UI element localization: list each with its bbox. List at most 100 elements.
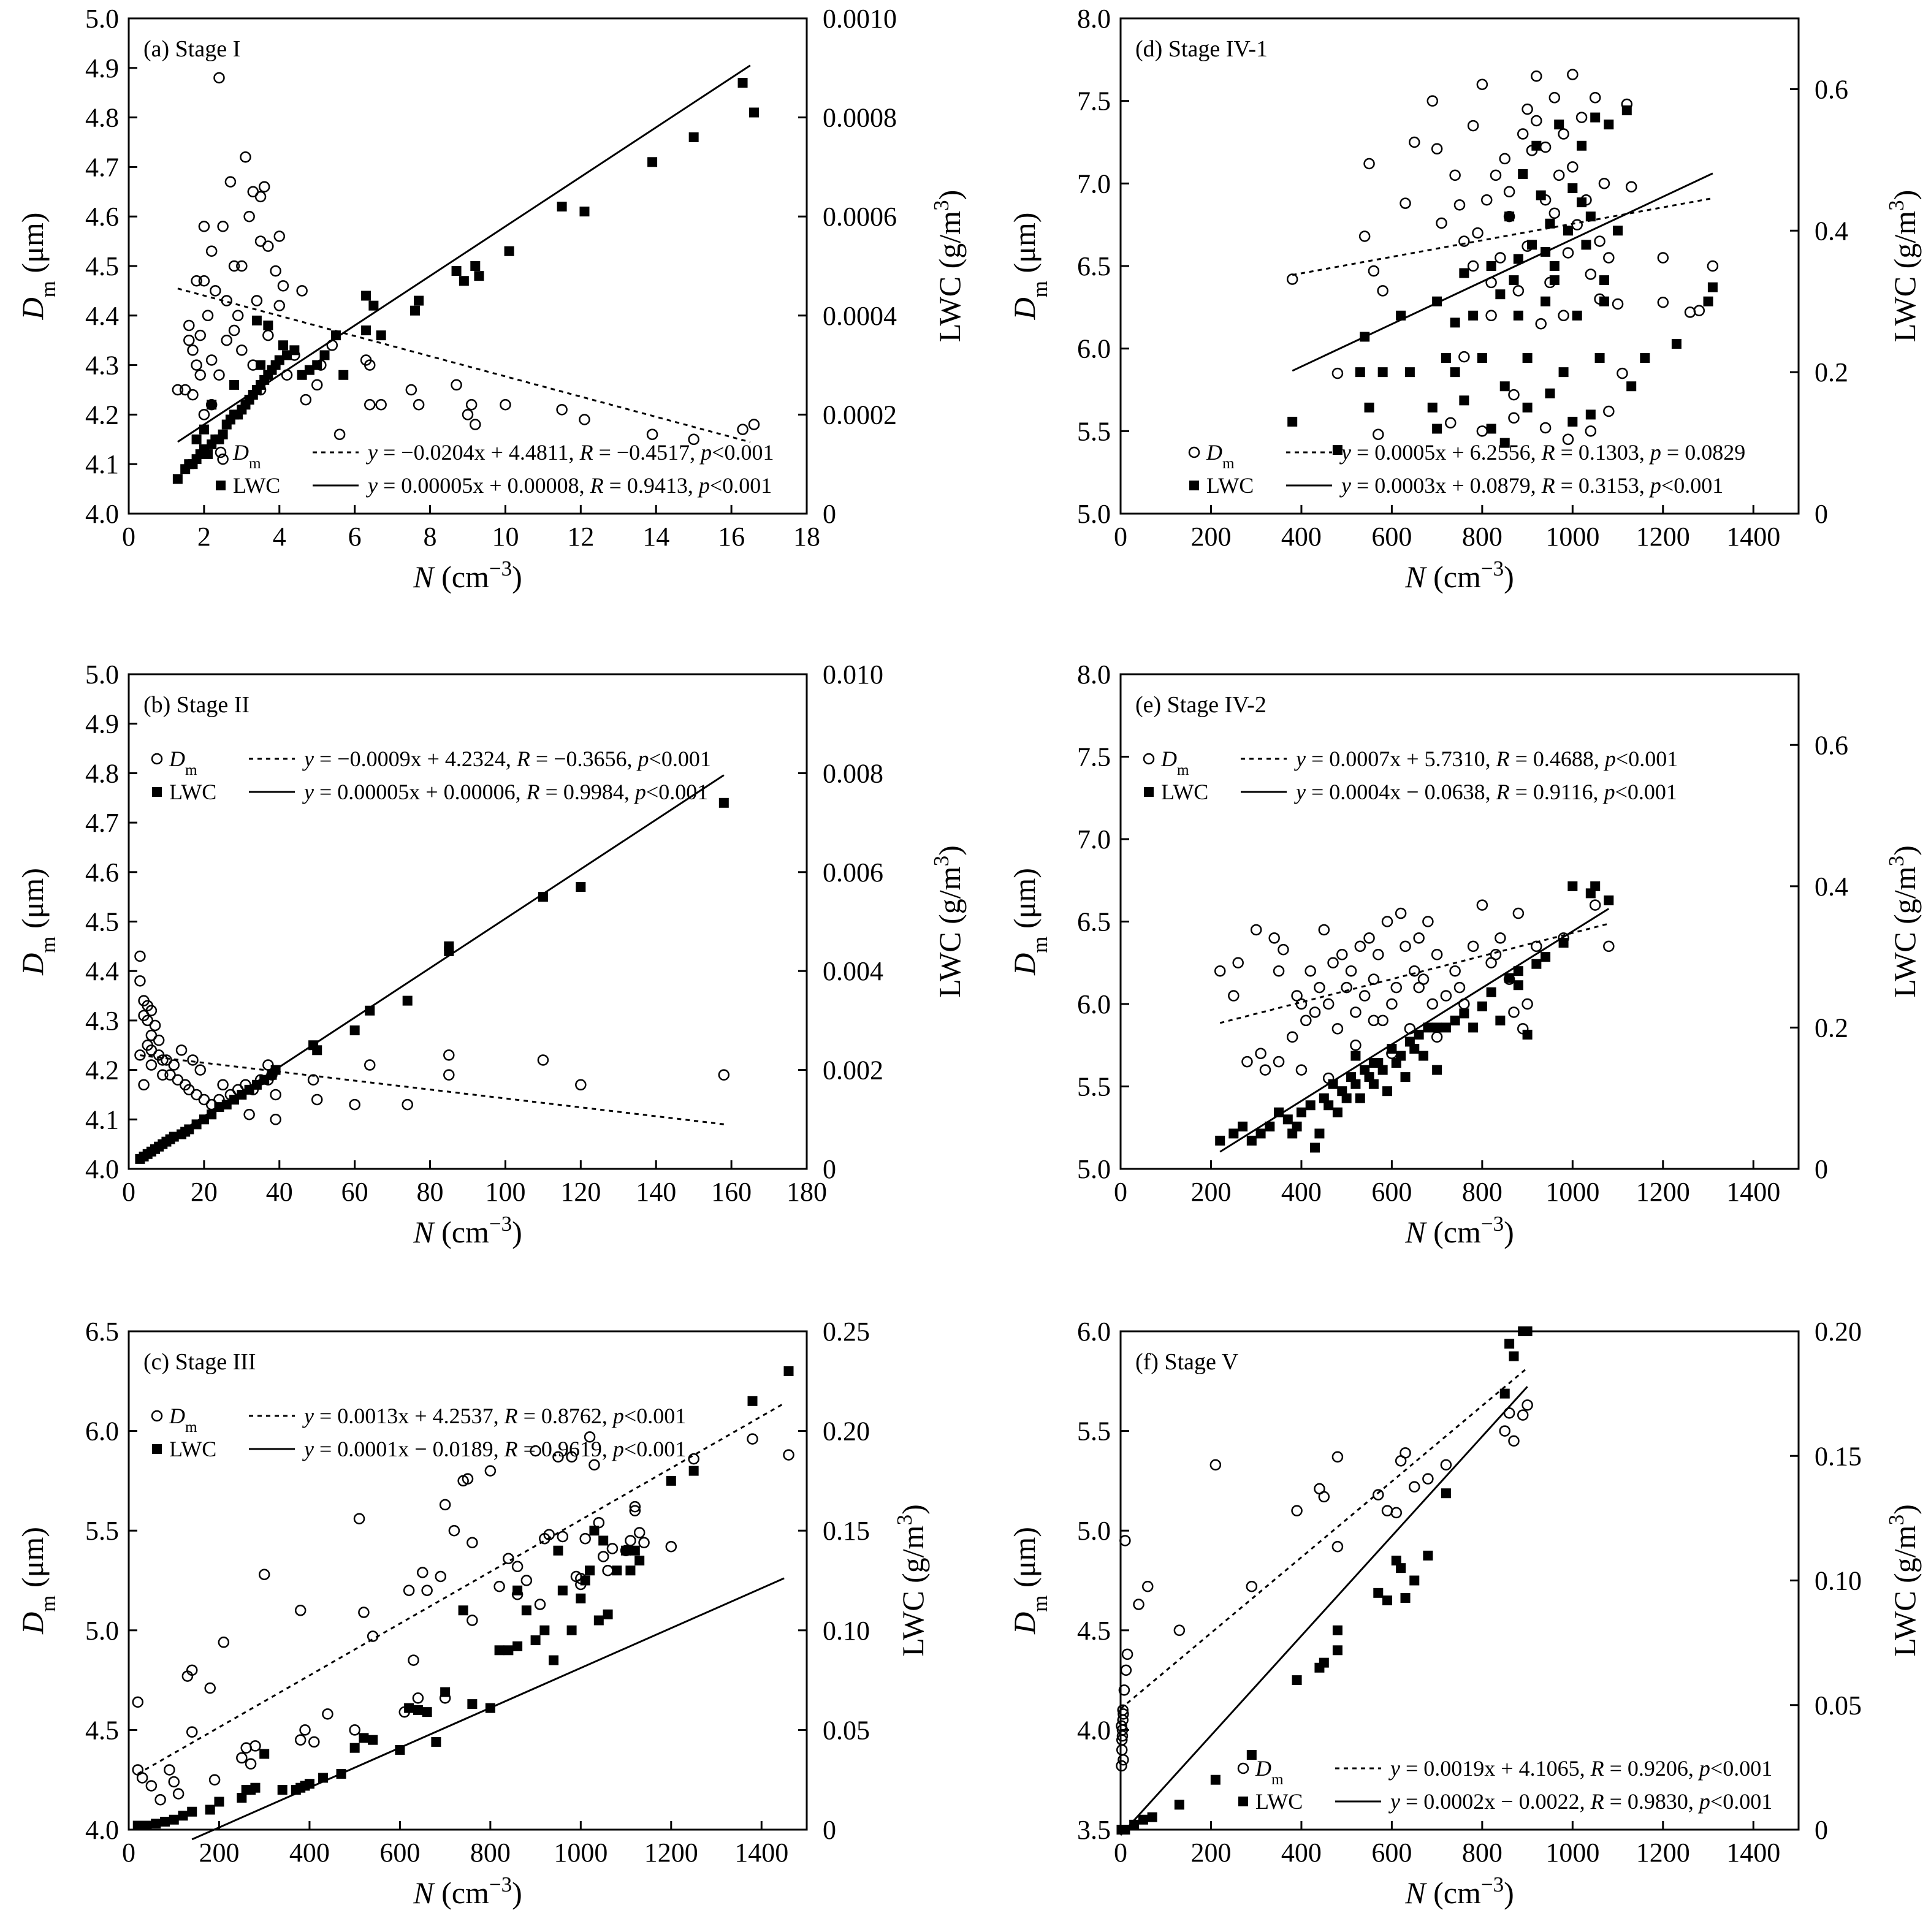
lwc-point [205,1805,215,1815]
lwc-point [1563,226,1573,236]
x-axis-label: N (cm−3) [1404,1212,1514,1250]
lwc-point [199,424,209,435]
lwc-point [718,797,729,808]
dm-point [1485,310,1497,322]
dm-point [747,1433,758,1445]
lwc-point [1567,416,1578,427]
lwc-point [203,449,213,460]
dm-point [665,1540,677,1553]
dm-point [1517,128,1529,140]
dm-point [224,176,237,188]
y2-tick-label: 0.010 [823,660,883,690]
lwc-point [304,1779,314,1789]
x-tick-label: 80 [417,1177,444,1207]
lwc-point [1368,1058,1379,1068]
lwc-point [297,370,307,380]
y-tick-label: 6.0 [1077,1317,1111,1347]
dm-point [1350,1040,1362,1051]
y2-tick-label: 0.002 [823,1055,883,1086]
dm-point [172,1788,185,1800]
x-tick-label: 400 [1281,522,1322,552]
panel-title: (f) Stage V [1135,1349,1239,1375]
dm-point [1476,899,1488,911]
y2-tick-label: 0 [1815,499,1828,529]
dm-point [1480,194,1493,206]
dm-point [145,1059,158,1071]
dm-point [451,379,462,391]
lwc-point [1509,275,1519,286]
lwc-point [1599,275,1609,286]
lwc-point [1350,1051,1361,1061]
lwc-point [1522,353,1533,363]
x-tick-label: 400 [1281,1838,1322,1868]
dm-point [194,369,206,381]
lwc-point [259,1749,270,1759]
lwc-point [459,276,469,286]
x-tick-label: 1400 [1726,1838,1780,1868]
dm-point [194,329,206,341]
dm-point [136,1772,148,1784]
lwc-point [1419,1051,1429,1061]
dm-point [168,1776,180,1788]
lwc-point [1210,1774,1221,1785]
y-tick-label: 4.5 [85,1715,119,1745]
y-tick-label: 6.5 [1077,251,1111,281]
dm-point [251,295,263,306]
lwc-point [539,1625,550,1635]
legend-lwc-marker [216,481,226,490]
lwc-point [368,1735,378,1745]
lwc-point [289,345,300,356]
dm-point [349,1724,360,1736]
y-tick-label: 6.5 [1077,907,1111,937]
lwc-point [250,1782,261,1793]
dm-point [138,1079,150,1091]
dm-point [1413,981,1425,994]
y-tick-label: 7.0 [1077,169,1111,199]
dm-point [1594,235,1605,247]
dm-point [1440,990,1452,1002]
lwc-point [1504,1339,1515,1349]
dm-fit-line [137,1402,785,1775]
dm-point [462,409,474,420]
dm-point [1286,273,1298,285]
dm-point [191,275,202,287]
lwc-point [274,355,284,365]
lwc-point [1387,1044,1397,1054]
y-tick-label: 5.5 [85,1516,119,1546]
lwc-point [1319,1657,1329,1668]
lwc-point [1549,275,1560,286]
dm-point [439,1499,451,1511]
lwc-point [688,1466,699,1476]
dm-point [1259,1064,1271,1076]
legend: Dm y = −0.0204x + 4.4811, R = −0.4517, p<… [215,440,774,498]
x-tick-label: 400 [289,1838,330,1868]
dm-point [1603,940,1615,953]
lwc-point [1513,310,1523,321]
lwc-point [1486,261,1496,271]
lwc-point [1549,261,1560,271]
y-tick-label: 4.0 [85,1154,119,1184]
lwc-point [318,1773,329,1783]
lwc-point [312,1045,322,1055]
y-tick-label: 6.5 [85,1317,119,1347]
dm-point [1363,158,1375,170]
legend-dm-marker [1188,446,1200,458]
x-tick-label: 0 [122,522,135,552]
lwc-point [1274,1107,1284,1117]
lwc-point [566,1625,577,1635]
y-tick-label: 4.2 [85,400,119,430]
y-tick-label: 4.8 [85,103,119,133]
dm-point [213,72,225,84]
lwc-point [1522,402,1533,413]
lwc-point [199,1114,209,1125]
legend-lwc-equation: y = 0.00005x + 0.00008, R = 0.9413, p<0.… [366,473,772,498]
dm-point [205,245,218,257]
dm-point [688,1453,699,1465]
dm-point [311,1093,323,1106]
panel-c: 0 200 400 600 800 1000 1200 1400 4.0 4.5 5.0 5.5 6.0… [15,1317,930,1910]
lwc-point [142,1820,152,1831]
lwc-point [1423,1022,1433,1033]
lwc-point [1332,445,1343,455]
lwc-point [1518,169,1528,179]
y-tick-label: 5.0 [85,1616,119,1646]
